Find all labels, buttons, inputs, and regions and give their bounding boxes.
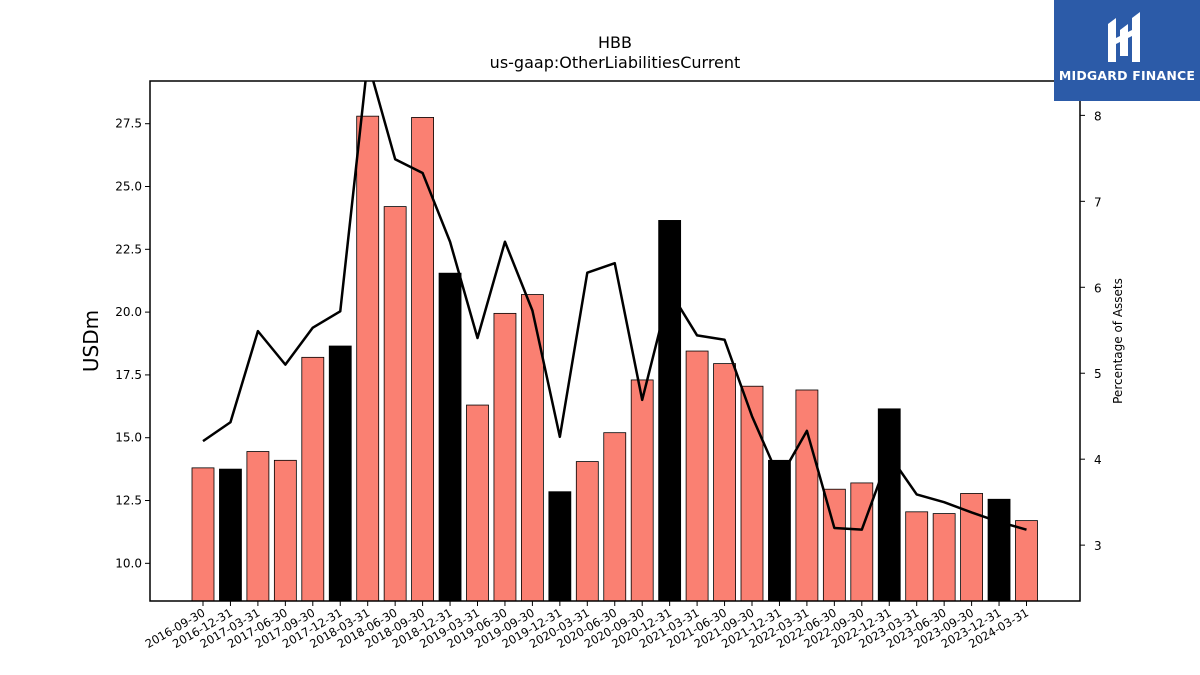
- bar-2017-06-30: [273, 459, 297, 602]
- y-tick-label: 20.0: [115, 305, 142, 319]
- percentage-of-assets-line: [202, 81, 1027, 531]
- bar-2020-09-30: [630, 379, 654, 602]
- bar-2018-12-31: [438, 272, 462, 602]
- bar-2021-12-31: [768, 459, 791, 602]
- bar-2023-03-31: [905, 511, 929, 602]
- bar-2019-06-30: [493, 312, 517, 602]
- logo-text: MIDGARD FINANCE: [1058, 68, 1196, 83]
- y-tick-label: 27.5: [115, 117, 142, 131]
- y2-tick-label: 5: [1094, 367, 1102, 381]
- y-tick-label: 15.0: [115, 431, 142, 445]
- bar-2020-03-31: [575, 461, 599, 602]
- y-tick-label: 22.5: [115, 242, 142, 256]
- chart-subtitle: us-gaap:OtherLiabilitiesCurrent: [490, 53, 741, 72]
- bar-2017-12-31: [328, 345, 352, 602]
- bar-2018-03-31: [356, 115, 380, 602]
- bar-series: [191, 115, 1038, 602]
- left-axis-ticks: 10.0 12.5 15.0 17.5 20.0 22.5 25.0 27.5: [115, 117, 150, 570]
- bar-2022-06-30: [822, 488, 846, 602]
- y2-tick-label: 6: [1094, 281, 1102, 295]
- y-tick-label: 17.5: [115, 368, 142, 382]
- bar-2018-06-30: [383, 206, 407, 602]
- y2-axis-label: Percentage of Assets: [1111, 278, 1125, 404]
- y2-tick-label: 4: [1094, 453, 1102, 467]
- bar-2022-12-31: [877, 408, 901, 602]
- bar-2022-09-30: [850, 482, 874, 602]
- right-axis-ticks: 3 4 5 6 7 8: [1080, 109, 1102, 553]
- bar-2021-03-31: [685, 350, 709, 602]
- y2-tick-label: 8: [1094, 109, 1102, 123]
- y-axis-label: USDm: [79, 310, 103, 372]
- y2-tick-label: 7: [1094, 195, 1102, 209]
- bar-2021-06-30: [713, 363, 736, 602]
- y-tick-label: 25.0: [115, 180, 142, 194]
- midgard-finance-logo: MIDGARD FINANCE: [1054, 0, 1200, 101]
- bar-2017-09-30: [301, 356, 325, 602]
- y2-tick-label: 3: [1094, 539, 1102, 553]
- bar-2016-09-30: [191, 467, 215, 602]
- bar-2016-12-31: [219, 468, 242, 602]
- midgard-logo-icon: [1108, 12, 1140, 62]
- line-series: [202, 81, 1027, 531]
- bar-2020-06-30: [603, 432, 627, 602]
- bar-2017-03-31: [246, 451, 270, 602]
- bar-2020-12-31: [658, 220, 682, 602]
- y-tick-label: 10.0: [115, 556, 142, 570]
- bar-2023-12-31: [987, 498, 1011, 602]
- bar-2019-03-31: [466, 404, 489, 602]
- y-tick-label: 12.5: [115, 494, 142, 508]
- bar-2022-03-31: [795, 389, 819, 602]
- bar-2023-06-30: [932, 513, 956, 602]
- x-axis-ticks: 2016-09-302016-12-312017-03-312017-06-30…: [143, 601, 1031, 651]
- chart-title: HBB: [598, 33, 632, 52]
- bar-2019-12-31: [548, 491, 572, 602]
- bar-2024-03-31: [1015, 520, 1038, 602]
